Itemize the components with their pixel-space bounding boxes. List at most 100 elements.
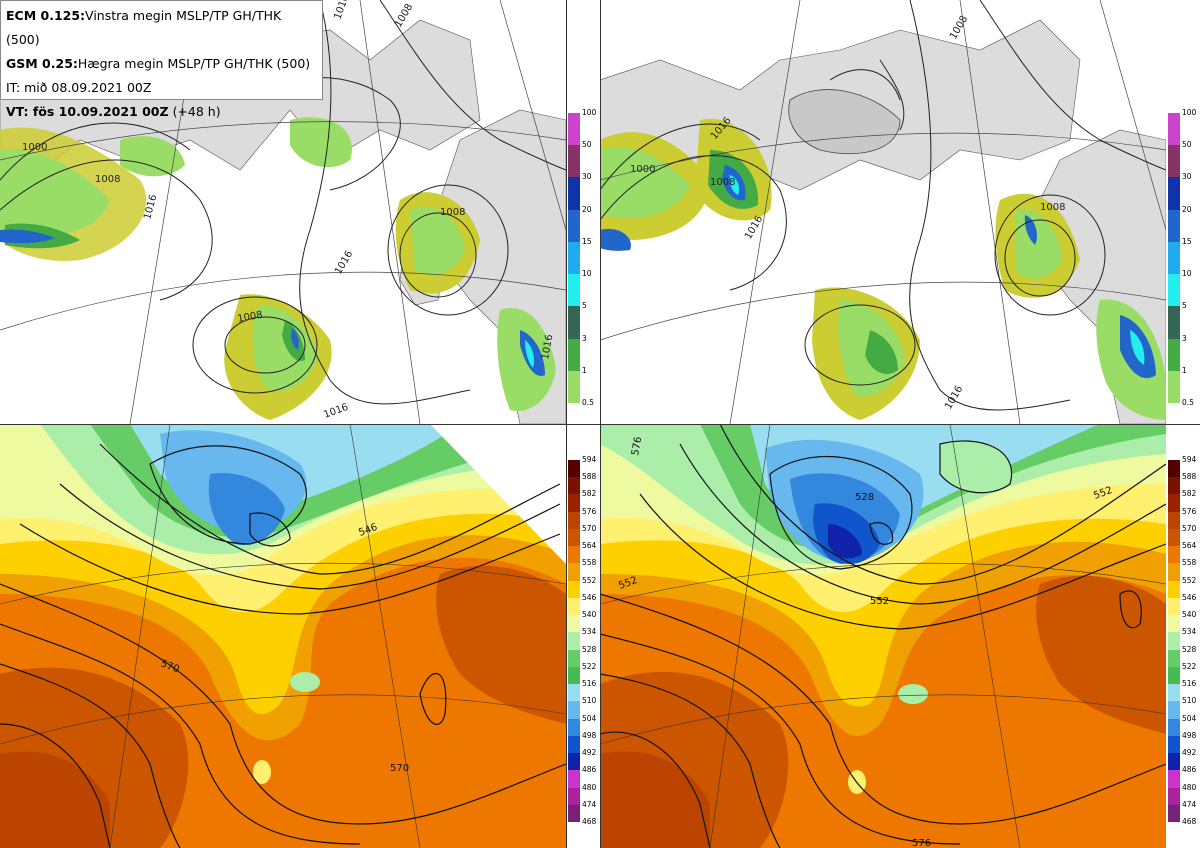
thickness-colorbar-right: 594 588 582 576 570 564 558 552 546 540 534 528 522 5… xyxy=(1168,456,1200,826)
colorbar-tick-label: 582 xyxy=(1182,489,1197,499)
colorbar-tick-label: 516 xyxy=(582,679,597,689)
ecm-model-label: ECM 0.125: xyxy=(6,8,86,23)
colorbar-swatch xyxy=(568,787,580,805)
colorbar-tick-label: 558 xyxy=(1182,558,1197,568)
colorbar-tick-label: 3 xyxy=(582,333,587,343)
colorbar-swatch xyxy=(1168,511,1180,529)
isobar-label: 1016 xyxy=(332,0,351,21)
colorbar-swatch xyxy=(568,563,580,581)
colorbar-swatch xyxy=(568,241,580,275)
colorbar-tick-label: 486 xyxy=(582,765,597,775)
colorbar-tick-label: 10 xyxy=(1182,269,1192,279)
colorbar-swatch xyxy=(1168,241,1180,275)
colorbar-tick-label: 546 xyxy=(1182,592,1197,602)
colorbar-swatch xyxy=(1168,477,1180,495)
colorbar-swatch xyxy=(568,718,580,736)
colorbar-tick-label: 10 xyxy=(582,269,592,279)
isobar-label: 1000 xyxy=(630,164,655,175)
colorbar-swatch xyxy=(1168,209,1180,242)
colorbar-swatch xyxy=(568,477,580,495)
colorbar-swatch xyxy=(1168,718,1180,736)
colorbar-swatch xyxy=(568,597,580,616)
height-label: 552 xyxy=(870,596,889,607)
colorbar-tick-label: 50 xyxy=(582,140,592,150)
colorbar-tick-label: 30 xyxy=(582,172,592,182)
colorbar-tick-label: 468 xyxy=(1182,817,1197,826)
colorbar-tick-label: 558 xyxy=(582,558,597,568)
isobar-label: 1016 xyxy=(943,384,965,412)
colorbar-tick-label: 20 xyxy=(1182,204,1192,214)
horizontal-divider xyxy=(0,424,1200,425)
colorbar-swatch xyxy=(568,666,580,685)
isobar-label: 1008 xyxy=(948,14,970,42)
colorbar-tick-label: 582 xyxy=(582,489,597,499)
colorbar-swatch xyxy=(568,632,580,650)
isobar-label: 1000 xyxy=(22,142,47,153)
colorbar-tick-label: 540 xyxy=(1182,610,1197,620)
colorbar-tick-label: 516 xyxy=(1182,679,1197,689)
colorbar-tick-label: 486 xyxy=(1182,765,1197,775)
colorbar-swatch xyxy=(568,580,580,598)
colorbar-tick-label: 100 xyxy=(1182,108,1197,117)
colorbar-swatch xyxy=(568,735,580,754)
isobar-label: 1016 xyxy=(322,402,350,421)
colorbar-tick-label: 504 xyxy=(582,713,597,723)
precip-colorbar-right: 100 50 30 20 15 10 5 3 1 0.5 xyxy=(1168,109,1200,407)
colorbar-tick-label: 570 xyxy=(582,523,597,533)
colorbar-swatch xyxy=(568,684,580,702)
colorbar-tick-label: 30 xyxy=(1182,172,1192,182)
colorbar-tick-label: 594 xyxy=(1182,455,1197,464)
colorbar-swatch xyxy=(1168,494,1180,512)
forecast-info-box: ECM 0.125:Vinstra megin MSLP/TP GH/THK (… xyxy=(0,0,323,119)
colorbar-tick-label: 0.5 xyxy=(1182,398,1194,407)
colorbar-tick-label: 480 xyxy=(1182,782,1197,792)
ecm-model-desc: Vinstra megin MSLP/TP GH/THK (500) xyxy=(6,8,282,47)
colorbar-swatch xyxy=(1168,804,1180,822)
colorbar-tick-label: 3 xyxy=(1182,333,1187,343)
colorbar-swatch xyxy=(568,145,580,178)
colorbar-swatch xyxy=(1168,580,1180,598)
colorbar-tick-label: 594 xyxy=(582,455,597,464)
colorbar-swatch xyxy=(568,274,580,307)
colorbar-swatch xyxy=(1168,145,1180,178)
colorbar-tick-label: 5 xyxy=(582,301,587,311)
colorbar-swatch xyxy=(1168,735,1180,754)
colorbar-tick-label: 552 xyxy=(1182,575,1197,585)
colorbar-swatch xyxy=(1168,370,1180,403)
colorbar-tick-label: 1 xyxy=(1182,365,1187,375)
colorbar-tick-label: 540 xyxy=(582,610,597,620)
colorbar-tick-label: 474 xyxy=(582,799,597,809)
colorbar-swatch xyxy=(568,615,580,633)
isobar-label: 1008 xyxy=(710,177,735,188)
colorbar-swatch xyxy=(568,528,580,547)
valid-time: VT: fös 10.09.2021 00Z xyxy=(6,104,169,119)
colorbar-tick-label: 576 xyxy=(582,506,597,516)
colorbar-tick-label: 576 xyxy=(1182,506,1197,516)
colorbar-tick-label: 100 xyxy=(582,108,597,117)
colorbar-tick-label: 5 xyxy=(1182,301,1187,311)
initial-time: IT: mið 08.09.2021 00Z xyxy=(6,80,152,95)
colorbar-tick-label: 20 xyxy=(582,204,592,214)
colorbar-tick-label: 498 xyxy=(1182,730,1197,740)
colorbar-tick-label: 468 xyxy=(582,817,597,826)
gfs-model-desc: Hægra megin MSLP/TP GH/THK (500) xyxy=(77,56,311,71)
colorbar-tick-label: 504 xyxy=(1182,713,1197,723)
colorbar-swatch xyxy=(1168,177,1180,210)
colorbar-swatch xyxy=(568,113,580,146)
colorbar-swatch xyxy=(1168,528,1180,547)
colorbar-swatch xyxy=(568,511,580,529)
colorbar-swatch xyxy=(1168,684,1180,702)
colorbar-swatch xyxy=(568,370,580,403)
colorbar-swatch xyxy=(568,649,580,667)
isobar-label: 1008 xyxy=(440,207,465,218)
height-label: 570 xyxy=(390,763,409,774)
colorbar-tick-label: 522 xyxy=(1182,661,1197,671)
gfs-mslp-precip-map: 1000 1008 1016 1008 1016 1016 1008 xyxy=(600,0,1166,424)
gfs-500hpa-thickness-map: 528 552 552 576 552 576 xyxy=(600,424,1166,848)
colorbar-tick-label: 498 xyxy=(582,730,597,740)
colorbar-swatch xyxy=(1168,787,1180,805)
height-label: 528 xyxy=(855,492,874,503)
colorbar-tick-label: 522 xyxy=(582,661,597,671)
isobar-label: 1008 xyxy=(393,2,415,30)
colorbar-tick-label: 546 xyxy=(582,592,597,602)
